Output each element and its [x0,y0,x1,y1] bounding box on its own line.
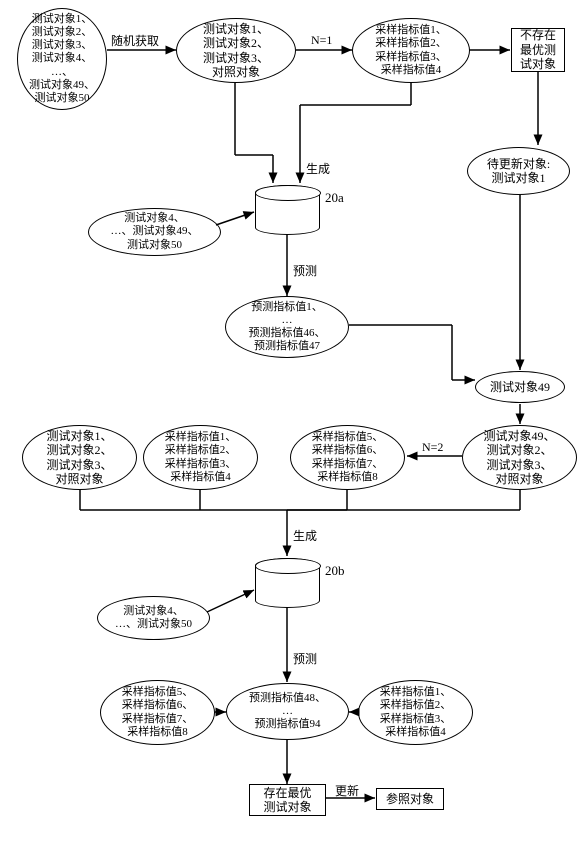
text: 不存在 最优测 试对象 [520,28,556,71]
label-n1: N=1 [311,33,332,48]
label-random-get: 随机获取 [111,32,159,49]
cyl-label-20a: 20a [325,190,344,206]
ellipse-unselected-b: 测试对象4、 …、测试对象50 [97,596,210,640]
label-gen2: 生成 [293,527,317,544]
ellipse-wait-update: 待更新对象: 测试对象1 [467,147,570,195]
label-pred2: 预测 [293,650,317,667]
text: 采样指标值5、 采样指标值6、 采样指标值7、 采样指标值8 [122,686,194,739]
ellipse-samp-b1: 采样指标值1、 采样指标值2、 采样指标值3、 采样指标值4 [143,425,258,490]
text: 测试对象4、 …、测试对象50 [115,605,192,631]
text: 采样指标值1、 采样指标值2、 采样指标值3、 采样指标值4 [380,686,452,739]
text: 测试对象1、 测试对象2、 测试对象3、 测试对象4、 …、 测试对象49、 测… [29,13,95,105]
ellipse-obj49: 测试对象49 [475,371,565,403]
ellipse-samples-a: 采样指标值1、 采样指标值2、 采样指标值3、 采样指标值4 [352,18,470,83]
rect-reference: 参照对象 [376,788,444,810]
rect-no-optimal: 不存在 最优测 试对象 [511,28,565,72]
text: 测试对象4、 …、测试对象49、 测试对象50 [111,212,199,252]
ellipse-samp-c1: 采样指标值5、 采样指标值6、 采样指标值7、 采样指标值8 [100,680,215,745]
ellipse-sel-b: 测试对象1、 测试对象2、 测试对象3、 对照对象 [22,425,137,490]
cyl-label-20b: 20b [325,563,345,579]
text: 参照对象 [386,792,434,806]
text: 测试对象49 [490,380,550,394]
text: 预测指标值48、 … 预测指标值94 [249,692,326,732]
text: 采样指标值5、 采样指标值6、 采样指标值7、 采样指标值8 [312,431,384,484]
label-pred1: 预测 [293,262,317,279]
cylinder-20b [255,558,320,608]
label-update: 更新 [335,782,359,799]
ellipse-unselected-a: 测试对象4、 …、测试对象49、 测试对象50 [88,208,221,256]
cylinder-20a [255,185,320,235]
text: 存在最优 测试对象 [263,786,311,815]
ellipse-samp-b2: 采样指标值5、 采样指标值6、 采样指标值7、 采样指标值8 [290,425,405,490]
rect-has-optimal: 存在最优 测试对象 [249,784,326,816]
text: 待更新对象: 测试对象1 [487,157,550,186]
label-gen1: 生成 [306,160,330,177]
text: 测试对象1、 测试对象2、 测试对象3、 对照对象 [46,429,112,487]
ellipse-sel-b2: 测试对象49、 测试对象2、 测试对象3、 对照对象 [462,425,577,490]
label-n2: N=2 [422,440,443,455]
text: 采样指标值1、 采样指标值2、 采样指标值3、 采样指标值4 [165,431,237,484]
text: 预测指标值1、 … 预测指标值46、 预测指标值47 [249,301,326,354]
ellipse-all-50: 测试对象1、 测试对象2、 测试对象3、 测试对象4、 …、 测试对象49、 测… [17,8,107,110]
text: 测试对象49、 测试对象2、 测试对象3、 对照对象 [483,429,555,487]
ellipse-pred-b: 预测指标值48、 … 预测指标值94 [226,683,349,740]
text: 采样指标值1、 采样指标值2、 采样指标值3、 采样指标值4 [375,24,447,77]
ellipse-selected-a: 测试对象1、 测试对象2、 测试对象3、 对照对象 [176,18,296,83]
text: 测试对象1、 测试对象2、 测试对象3、 对照对象 [203,22,269,80]
ellipse-pred-a: 预测指标值1、 … 预测指标值46、 预测指标值47 [225,296,349,358]
ellipse-samp-c2: 采样指标值1、 采样指标值2、 采样指标值3、 采样指标值4 [358,680,473,745]
